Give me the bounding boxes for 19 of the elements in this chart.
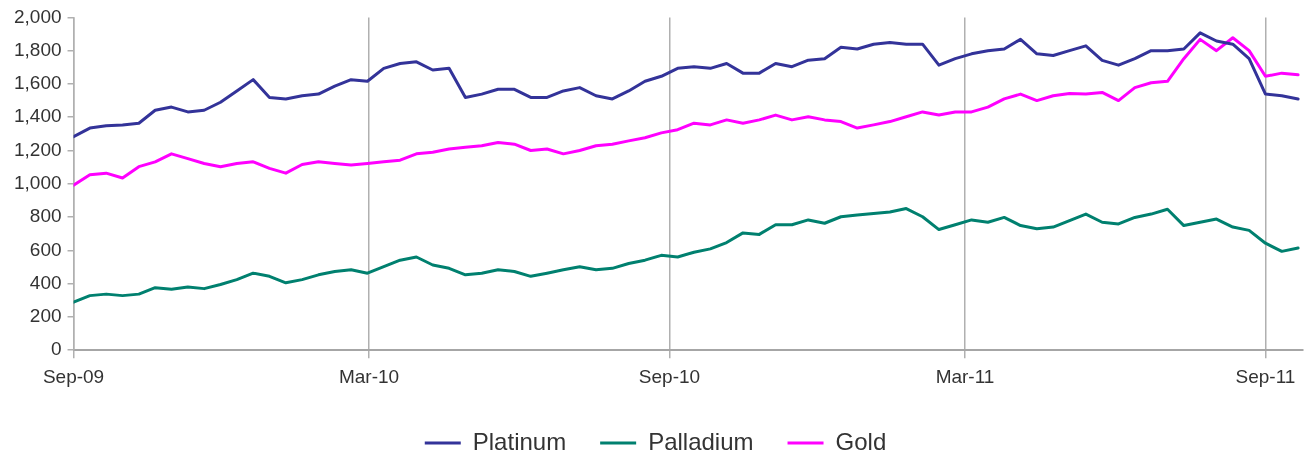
legend-label: Gold: [835, 427, 887, 455]
y-tick-label: 800: [29, 205, 62, 227]
y-tick-label: 2,000: [14, 5, 62, 27]
legend-label: Palladium: [648, 427, 754, 455]
y-tick-label: 1,400: [14, 105, 62, 127]
y-tick-label: 600: [29, 238, 62, 260]
y-tick-label: 1,800: [14, 38, 62, 60]
x-tick-label: Mar-11: [935, 365, 995, 387]
y-tick-label: 1,200: [14, 138, 62, 160]
legend-label: Platinum: [472, 427, 567, 455]
y-tick-label: 1,000: [14, 172, 62, 194]
y-tick-label: 200: [29, 305, 62, 327]
x-tick-label: Sep-09: [42, 365, 105, 387]
x-tick-label: Sep-10: [638, 365, 701, 387]
x-tick-label: Mar-10: [338, 365, 400, 387]
y-tick-label: 0: [50, 338, 62, 360]
x-tick-label: Sep-11: [1235, 365, 1296, 387]
y-tick-label: 400: [29, 271, 62, 293]
y-tick-label: 1,600: [14, 72, 62, 94]
